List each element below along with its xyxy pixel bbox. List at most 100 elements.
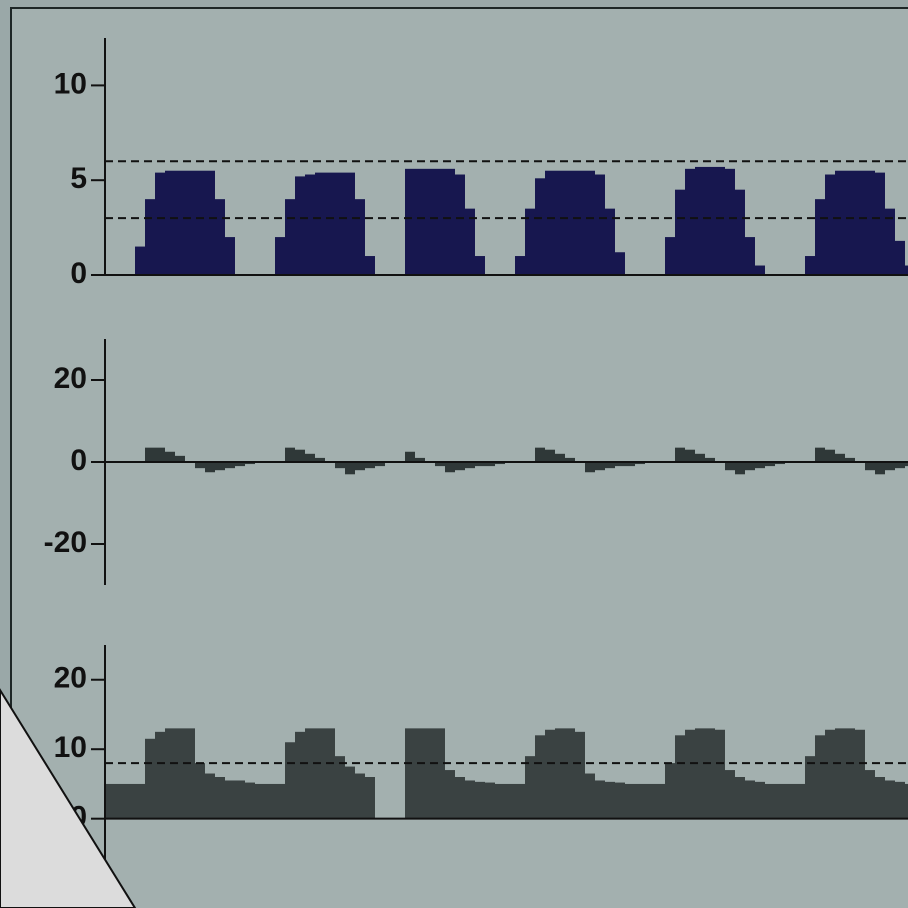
y-tick-label: 10 <box>54 67 87 100</box>
waveform-sample <box>605 782 615 819</box>
waveform-sample <box>675 190 685 275</box>
monitor-screen: 0510-2002001020 <box>0 0 908 908</box>
waveform-sample <box>325 173 335 275</box>
y-tick-label: -20 <box>44 526 87 559</box>
waveform-sample <box>285 448 295 462</box>
y-tick-label: 10 <box>54 731 87 764</box>
waveform-sample <box>745 462 755 470</box>
waveform-sample <box>695 167 705 275</box>
waveform-sample <box>195 763 205 819</box>
waveform-sample <box>825 450 835 462</box>
waveform-sample <box>155 448 165 462</box>
waveform-sample <box>305 175 315 275</box>
waveform-sample <box>535 735 545 818</box>
waveform-sample <box>745 237 755 275</box>
waveform-sample <box>345 173 355 275</box>
waveform-sample <box>765 784 775 819</box>
waveform-sample <box>705 167 715 275</box>
y-tick-label: 20 <box>54 362 87 395</box>
waveform-sample <box>485 783 495 819</box>
waveform-sample <box>415 169 425 275</box>
waveform-sample <box>295 450 305 462</box>
y-tick-label: 0 <box>70 257 87 290</box>
waveform-sample <box>875 173 885 275</box>
waveform-sample <box>145 199 155 275</box>
waveform-sample <box>195 171 205 275</box>
waveform-sample <box>875 462 885 474</box>
waveform-sample <box>335 756 345 819</box>
waveform-sample <box>815 448 825 462</box>
waveform-sample <box>295 732 305 819</box>
y-tick-label: 20 <box>54 662 87 695</box>
waveform-sample <box>295 176 305 275</box>
waveform-sample <box>235 780 245 818</box>
waveform-sample <box>425 169 435 275</box>
waveform-sample <box>685 169 695 275</box>
waveform-sample <box>865 171 875 275</box>
waveform-sample <box>215 199 225 275</box>
waveform-sample <box>835 454 845 462</box>
waveform-sample <box>745 780 755 818</box>
waveform-sample <box>205 774 215 819</box>
waveform-sample <box>105 784 115 819</box>
waveform-sample <box>615 783 625 819</box>
waveform-sample <box>575 732 585 819</box>
waveform-sample <box>895 782 905 819</box>
waveform-sample <box>755 266 765 275</box>
waveform-sample <box>875 777 885 819</box>
waveform-sample <box>675 735 685 818</box>
waveform-sample <box>635 784 645 819</box>
waveform-sample <box>695 454 705 462</box>
waveform-sample <box>155 173 165 275</box>
waveform-sample <box>275 237 285 275</box>
waveform-sample <box>625 784 635 819</box>
waveform-sample <box>335 173 345 275</box>
waveform-sample <box>405 728 415 818</box>
waveform-sample <box>345 462 355 474</box>
waveform-sample <box>855 730 865 819</box>
waveform-sample <box>355 462 365 470</box>
waveform-sample <box>245 783 255 819</box>
waveform-sample <box>285 199 295 275</box>
waveform-sample <box>735 777 745 819</box>
waveform-sample <box>115 784 125 819</box>
waveform-sample <box>545 450 555 462</box>
waveform-sample <box>555 728 565 818</box>
waveform-sample <box>725 169 735 275</box>
waveform-sample <box>775 784 785 819</box>
waveform-sample <box>525 756 535 819</box>
waveform-sample <box>555 171 565 275</box>
waveform-sample <box>755 782 765 819</box>
waveform-sample <box>405 169 415 275</box>
waveform-sample <box>255 784 265 819</box>
waveform-sample <box>145 739 155 819</box>
waveform-sample <box>275 784 285 819</box>
waveform-sample <box>455 462 465 470</box>
waveform-sample <box>885 780 895 818</box>
waveform-sample <box>565 171 575 275</box>
waveform-sample <box>125 784 135 819</box>
waveform-sample <box>825 730 835 819</box>
waveform-sample <box>465 780 475 818</box>
waveform-sample <box>265 784 275 819</box>
waveform-sample <box>425 728 435 818</box>
waveform-sample <box>205 171 215 275</box>
waveform-sample <box>845 728 855 818</box>
waveform-sample <box>285 742 295 818</box>
waveform-sample <box>895 241 905 275</box>
waveform-sample <box>685 450 695 462</box>
waveform-sample <box>595 780 605 818</box>
waveform-sample <box>445 770 455 819</box>
waveform-sample <box>735 462 745 474</box>
waveform-sample <box>135 247 145 275</box>
waveform-sample <box>785 784 795 819</box>
waveform-sample <box>645 784 655 819</box>
waveform-sample <box>695 728 705 818</box>
waveform-sample <box>835 728 845 818</box>
waveform-sample <box>215 462 225 470</box>
waveform-sample <box>225 780 235 818</box>
waveform-sample <box>805 756 815 819</box>
waveform-sample <box>185 728 195 818</box>
waveform-sample <box>445 169 455 275</box>
waveform-sample <box>315 173 325 275</box>
